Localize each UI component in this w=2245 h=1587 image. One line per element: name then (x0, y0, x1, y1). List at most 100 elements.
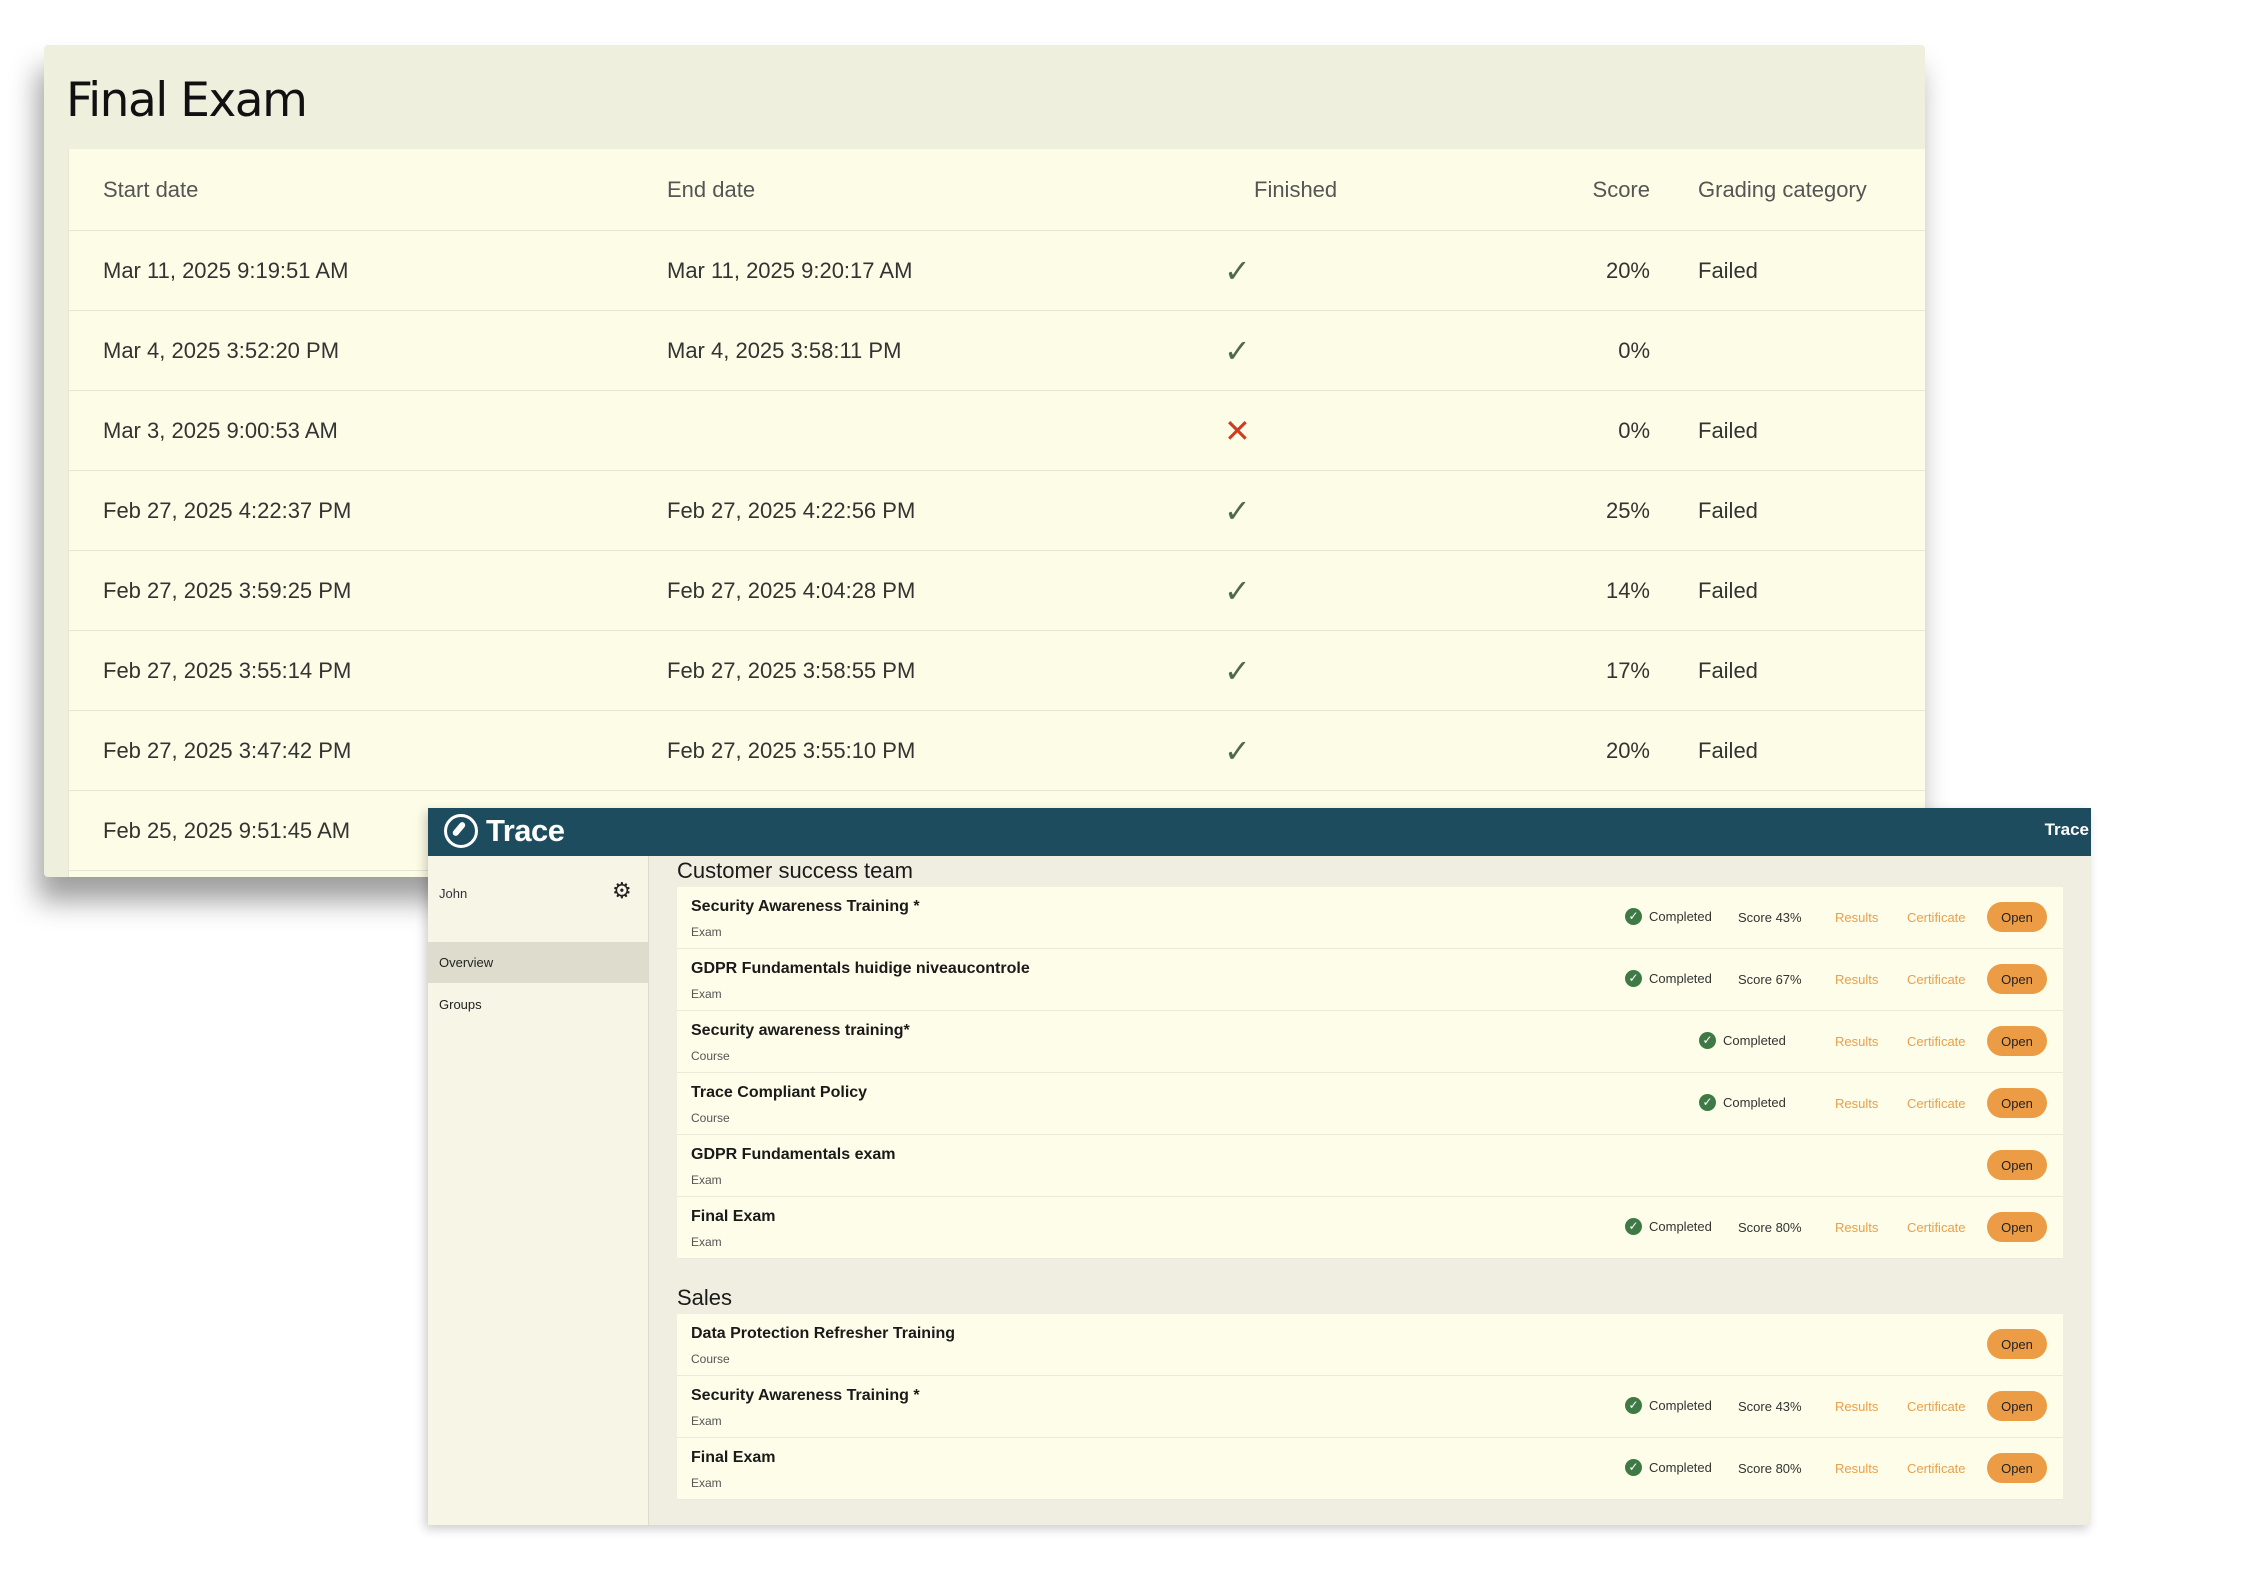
item-type: Course (691, 1352, 730, 1366)
table-row: Mar 4, 2025 3:52:20 PM Mar 4, 2025 3:58:1… (69, 311, 1925, 391)
score-cell: 25% (1605, 497, 1650, 523)
column-header-finished[interactable]: Finished (1254, 176, 1338, 202)
start-date-cell: Mar 3, 2025 9:00:53 AM (103, 417, 338, 443)
list-item: Trace Compliant Policy Course ✓ Completed Re… (677, 1073, 2063, 1135)
column-header-start-date[interactable]: Start date (103, 176, 199, 202)
item-type: Exam (691, 1173, 722, 1187)
compass-icon (444, 814, 478, 848)
status-badge: ✓ Completed (1625, 1218, 1712, 1235)
start-date-cell: Feb 27, 2025 3:47:42 PM (103, 737, 352, 763)
certificate-link[interactable]: Certificate (1907, 1461, 1966, 1476)
item-type: Exam (691, 1476, 722, 1490)
status-label: Completed (1649, 971, 1712, 986)
results-link[interactable]: Results (1835, 910, 1879, 925)
open-button[interactable]: Open (1987, 1453, 2047, 1483)
table-row: Mar 3, 2025 9:00:53 AM ✕ 0% Failed (69, 391, 1925, 471)
list-item: Security Awareness Training * Exam ✓ Comple… (677, 887, 2063, 949)
start-date-cell: Feb 25, 2025 9:51:45 AM (103, 817, 351, 843)
sidebar-item-overview[interactable]: Overview (428, 942, 648, 983)
score-label: Score 67% (1738, 972, 1802, 987)
open-button[interactable]: Open (1987, 1329, 2047, 1359)
status-badge: ✓ Completed (1625, 1459, 1712, 1476)
certificate-link[interactable]: Certificate (1907, 1399, 1966, 1414)
grading-category-cell: Failed (1698, 657, 1758, 683)
certificate-link[interactable]: Certificate (1907, 972, 1966, 987)
topbar-brand-label: Trace (2044, 820, 2089, 839)
status-badge: ✓ Completed (1625, 908, 1712, 925)
item-type: Exam (691, 1235, 722, 1249)
check-circle-icon: ✓ (1625, 908, 1642, 925)
results-link[interactable]: Results (1835, 1096, 1879, 1111)
certificate-link[interactable]: Certificate (1907, 1220, 1966, 1235)
end-date-cell: Feb 27, 2025 3:58:55 PM (667, 657, 916, 683)
item-type: Course (691, 1049, 730, 1063)
page-title: Final Exam (66, 73, 308, 128)
group-title: Sales (677, 1285, 733, 1310)
column-header-score[interactable]: Score (1592, 176, 1650, 202)
table-row: Mar 11, 2025 9:19:51 AM Mar 11, 2025 9:20… (69, 231, 1925, 311)
checkmark-icon: ✓ (1224, 252, 1251, 289)
item-type: Exam (691, 925, 722, 939)
end-date-cell: Mar 4, 2025 3:58:11 PM (667, 337, 902, 363)
grading-category-cell: Failed (1698, 257, 1758, 283)
checkmark-icon: ✓ (1224, 572, 1251, 609)
list-item: GDPR Fundamentals exam Exam Open (677, 1135, 2063, 1197)
score-cell: 0% (1618, 337, 1650, 363)
results-link[interactable]: Results (1835, 1461, 1879, 1476)
user-name: John (439, 886, 468, 901)
certificate-link[interactable]: Certificate (1907, 910, 1966, 925)
column-header-end-date[interactable]: End date (667, 176, 756, 202)
sidebar-item-groups[interactable]: Groups (428, 984, 648, 1025)
results-link[interactable]: Results (1835, 1399, 1879, 1414)
start-date-cell: Feb 27, 2025 4:22:37 PM (103, 497, 352, 523)
sidebar-item-label: Overview (439, 955, 494, 970)
item-type: Exam (691, 987, 722, 1001)
status-badge: ✓ Completed (1625, 1397, 1712, 1414)
gear-icon[interactable]: ⚙ (612, 878, 632, 903)
column-header-grading-category[interactable]: Grading category (1698, 176, 1867, 202)
certificate-link[interactable]: Certificate (1907, 1034, 1966, 1049)
results-link[interactable]: Results (1835, 1034, 1879, 1049)
list-item: Final Exam Exam ✓ Completed Score 80% Results… (677, 1438, 2063, 1500)
end-date-cell: Feb 27, 2025 4:22:56 PM (667, 497, 916, 523)
score-label: Score 80% (1738, 1220, 1802, 1235)
table-header: Start date End date Finished Score Gradi… (69, 149, 1925, 231)
score-label: Score 80% (1738, 1461, 1802, 1476)
end-date-cell: Feb 27, 2025 3:55:10 PM (667, 737, 916, 763)
results-link[interactable]: Results (1835, 1220, 1879, 1235)
status-badge: ✓ Completed (1699, 1032, 1786, 1049)
score-cell: 20% (1605, 257, 1650, 283)
checkmark-icon: ✓ (1224, 652, 1251, 689)
score-label: Score 43% (1738, 910, 1802, 925)
status-label: Completed (1649, 1219, 1712, 1234)
trace-app-window: Trace Trace John ⚙ Overview Groups Custo… (428, 808, 2091, 1525)
trace-logo[interactable]: Trace (444, 813, 565, 849)
certificate-link[interactable]: Certificate (1907, 1096, 1966, 1111)
score-label: Score 43% (1738, 1399, 1802, 1414)
list-item: GDPR Fundamentals huidige niveaucontrole… (677, 949, 2063, 1011)
results-link[interactable]: Results (1835, 972, 1879, 987)
open-button[interactable]: Open (1987, 1026, 2047, 1056)
course-list: Security Awareness Training * Exam ✓ Comple… (677, 887, 2063, 1259)
open-button[interactable]: Open (1987, 1212, 2047, 1242)
check-circle-icon: ✓ (1625, 1218, 1642, 1235)
score-cell: 20% (1605, 737, 1650, 763)
item-type: Exam (691, 1414, 722, 1428)
top-bar: Trace Trace (428, 808, 2091, 856)
sidebar: John ⚙ Overview Groups (428, 856, 649, 1525)
check-circle-icon: ✓ (1625, 970, 1642, 987)
open-button[interactable]: Open (1987, 1391, 2047, 1421)
open-button[interactable]: Open (1987, 1088, 2047, 1118)
check-circle-icon: ✓ (1699, 1032, 1716, 1049)
open-button[interactable]: Open (1987, 902, 2047, 932)
open-button[interactable]: Open (1987, 1150, 2047, 1180)
status-badge: ✓ Completed (1625, 970, 1712, 987)
item-title: Security Awareness Training * (691, 1387, 920, 1404)
open-button[interactable]: Open (1987, 964, 2047, 994)
status-label: Completed (1649, 1460, 1712, 1475)
table-row: Feb 27, 2025 3:47:42 PM Feb 27, 2025 3:55… (69, 711, 1925, 791)
end-date-cell: Feb 27, 2025 4:04:28 PM (667, 577, 916, 603)
start-date-cell: Feb 27, 2025 3:59:25 PM (103, 577, 352, 603)
sidebar-item-label: Groups (439, 997, 482, 1012)
list-item: Security Awareness Training * Exam ✓ Comple… (677, 1376, 2063, 1438)
